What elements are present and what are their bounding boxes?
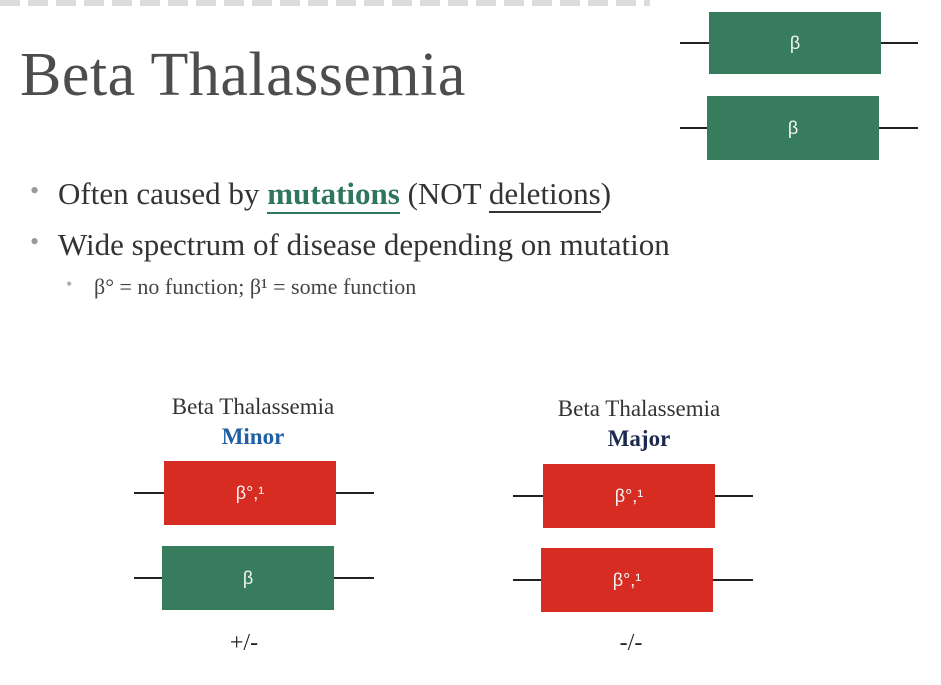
major-genotype: -/- (619, 630, 643, 656)
major-caption: Beta Thalassemia Major (514, 394, 764, 454)
minor-gene-1: β°,¹ (134, 461, 374, 525)
major-gene-2: β°,¹ (513, 548, 753, 612)
bullet-text: (NOT (399, 176, 489, 211)
bullet-text: ) (600, 176, 612, 211)
minor-genotype: +/- (229, 630, 259, 656)
deletions-underlined: deletions (488, 176, 601, 213)
major-caption-line2: Major (607, 425, 671, 451)
gene-label: β (789, 32, 801, 53)
gene-box: β°,¹ (541, 548, 713, 612)
bullet-text: Wide spectrum of disease depending on mu… (58, 227, 670, 262)
gene-label: β°,¹ (614, 485, 644, 506)
sub-bullet-item: β° = no function; β¹ = some function (66, 274, 670, 299)
major-gene-1: β°,¹ (513, 464, 753, 528)
mutations-highlight: mutations (267, 176, 400, 214)
top-gene-2: β (680, 96, 918, 160)
minor-gene-2: β (134, 546, 374, 610)
minor-caption-line2: Minor (221, 423, 285, 449)
gene-box: β°,¹ (543, 464, 715, 528)
major-caption-line1: Beta Thalassemia (557, 396, 721, 421)
bullet-item: Often caused by mutations (NOT deletions… (30, 176, 670, 214)
gene-label: β°,¹ (235, 482, 265, 503)
sub-bullet-text: β° = no function; β¹ = some function (94, 274, 417, 299)
minor-caption-line1: Beta Thalassemia (171, 394, 335, 419)
minor-caption: Beta Thalassemia Minor (133, 392, 373, 452)
bullet-list: Often caused by mutations (NOT deletions… (30, 176, 670, 299)
top-gene-1: β (680, 12, 918, 74)
gene-box: β°,¹ (164, 461, 336, 525)
bullet-item: Wide spectrum of disease depending on mu… (30, 229, 670, 260)
bullet-text: Often caused by (58, 176, 268, 211)
gene-label: β (787, 117, 799, 138)
slide-title: Beta Thalassemia (20, 41, 466, 109)
gene-box: β (709, 12, 881, 74)
slide-top-bar (0, 0, 650, 6)
gene-label: β (242, 567, 254, 588)
gene-label: β°,¹ (612, 569, 642, 590)
gene-box: β (162, 546, 334, 610)
gene-box: β (707, 96, 879, 160)
